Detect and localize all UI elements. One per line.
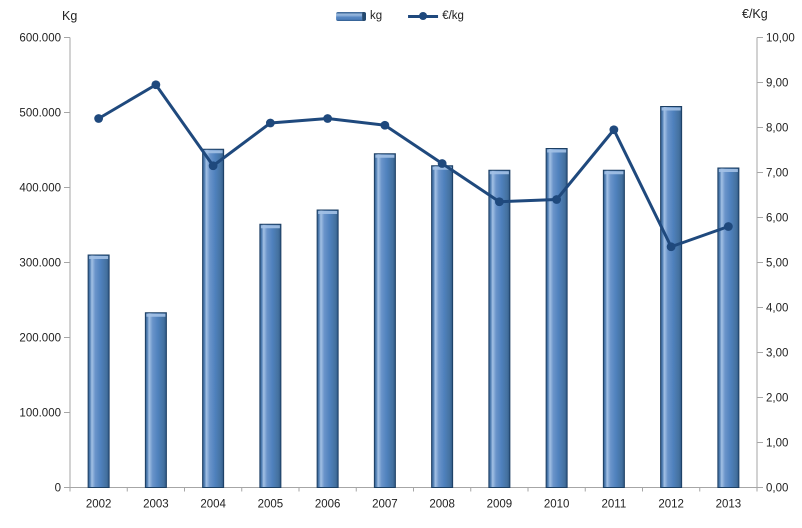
x-tick-label: 2004 xyxy=(200,499,226,511)
bar-2011 xyxy=(602,169,625,488)
line-marker-2013 xyxy=(723,222,733,231)
y-right-tick-label: 1,00 xyxy=(766,438,788,450)
y-right-tick-label: 7,00 xyxy=(766,168,788,180)
bar-top-bevel xyxy=(260,225,280,229)
bar-2007 xyxy=(373,153,396,488)
bar-series-swatch-icon xyxy=(336,11,367,21)
legend-label-kg: kg xyxy=(370,10,383,22)
bar-top-bevel xyxy=(318,211,338,214)
bar-2010 xyxy=(545,148,568,488)
bar-top-bevel xyxy=(432,166,452,170)
x-tick-label: 2006 xyxy=(315,499,341,511)
bar-2012 xyxy=(660,106,683,488)
x-tick-label: 2009 xyxy=(487,499,513,511)
y-left-tick-label: 600.000 xyxy=(19,33,61,45)
bar-2009 xyxy=(488,169,511,488)
line-marker-icon xyxy=(419,12,428,20)
x-tick-label: 2002 xyxy=(86,499,112,511)
legend: kg €/kg xyxy=(336,10,464,22)
x-tick-label: 2013 xyxy=(716,499,742,511)
y-right-tick-label: 8,00 xyxy=(766,123,788,135)
bar-top-bevel xyxy=(203,150,223,154)
bar-top-bevel xyxy=(547,149,567,153)
x-tick-label: 2005 xyxy=(258,499,284,511)
x-tick-label: 2008 xyxy=(429,499,455,511)
line-marker-2005 xyxy=(265,118,275,128)
legend-item-kg: kg xyxy=(336,10,382,22)
bar-top-bevel xyxy=(375,154,395,158)
x-tick-label: 2007 xyxy=(372,499,398,511)
bar-2013 xyxy=(717,167,740,488)
bar-2006 xyxy=(316,209,339,488)
y-right-tick-label: 6,00 xyxy=(766,213,788,225)
bar-top-bevel xyxy=(146,313,166,317)
y-right-tick-label: 5,00 xyxy=(766,258,788,270)
y-right-tick-label: 0,00 xyxy=(766,483,788,495)
line-marker-2002 xyxy=(94,114,104,123)
bar-top-bevel xyxy=(489,171,509,175)
bar-2002 xyxy=(87,254,110,488)
line-marker-2009 xyxy=(494,197,504,207)
y-left-tick-label: 200.000 xyxy=(19,333,61,345)
y-right-tick-label: 10,00 xyxy=(766,33,795,45)
line-series-swatch-icon xyxy=(408,12,439,20)
x-tick-label: 2012 xyxy=(658,499,684,511)
y-left-tick-label: 100.000 xyxy=(19,408,61,420)
line-marker-2004 xyxy=(208,161,218,171)
bar-top-bevel xyxy=(718,169,738,172)
line-marker-2011 xyxy=(609,125,619,135)
bar-2005 xyxy=(259,223,282,488)
line-marker-2003 xyxy=(151,80,161,90)
y-left-tick-label: 500.000 xyxy=(19,108,61,120)
y-left-tick-label: 0 xyxy=(55,483,61,495)
y-right-tick-label: 2,00 xyxy=(766,393,788,405)
y-left-tick-label: 400.000 xyxy=(19,183,61,195)
x-tick-label: 2003 xyxy=(143,499,169,511)
bar-2008 xyxy=(431,165,454,488)
bar-top-bevel xyxy=(604,171,624,175)
legend-label-eur-per-kg: €/kg xyxy=(442,10,464,22)
line-marker-2006 xyxy=(323,114,333,123)
y-right-tick-label: 4,00 xyxy=(766,303,788,315)
line-marker-2012 xyxy=(666,242,676,252)
line-marker-2008 xyxy=(437,159,447,168)
line-marker-2010 xyxy=(552,195,562,204)
right-axis-title: €/Kg xyxy=(742,7,768,21)
x-tick-label: 2010 xyxy=(544,499,570,511)
x-tick-label: 2011 xyxy=(602,499,627,511)
bar-2003 xyxy=(144,312,167,488)
bar-top-bevel xyxy=(661,107,681,111)
y-right-tick-label: 3,00 xyxy=(766,348,788,360)
bar-top-bevel xyxy=(89,256,109,259)
line-marker-2007 xyxy=(380,120,390,130)
left-axis-title: Kg xyxy=(62,9,78,23)
y-left-tick-label: 300.000 xyxy=(19,258,61,270)
price-line xyxy=(97,83,730,249)
y-right-tick-label: 9,00 xyxy=(766,78,788,90)
legend-item-eur-per-kg: €/kg xyxy=(408,10,464,22)
bar-2004 xyxy=(202,148,225,488)
